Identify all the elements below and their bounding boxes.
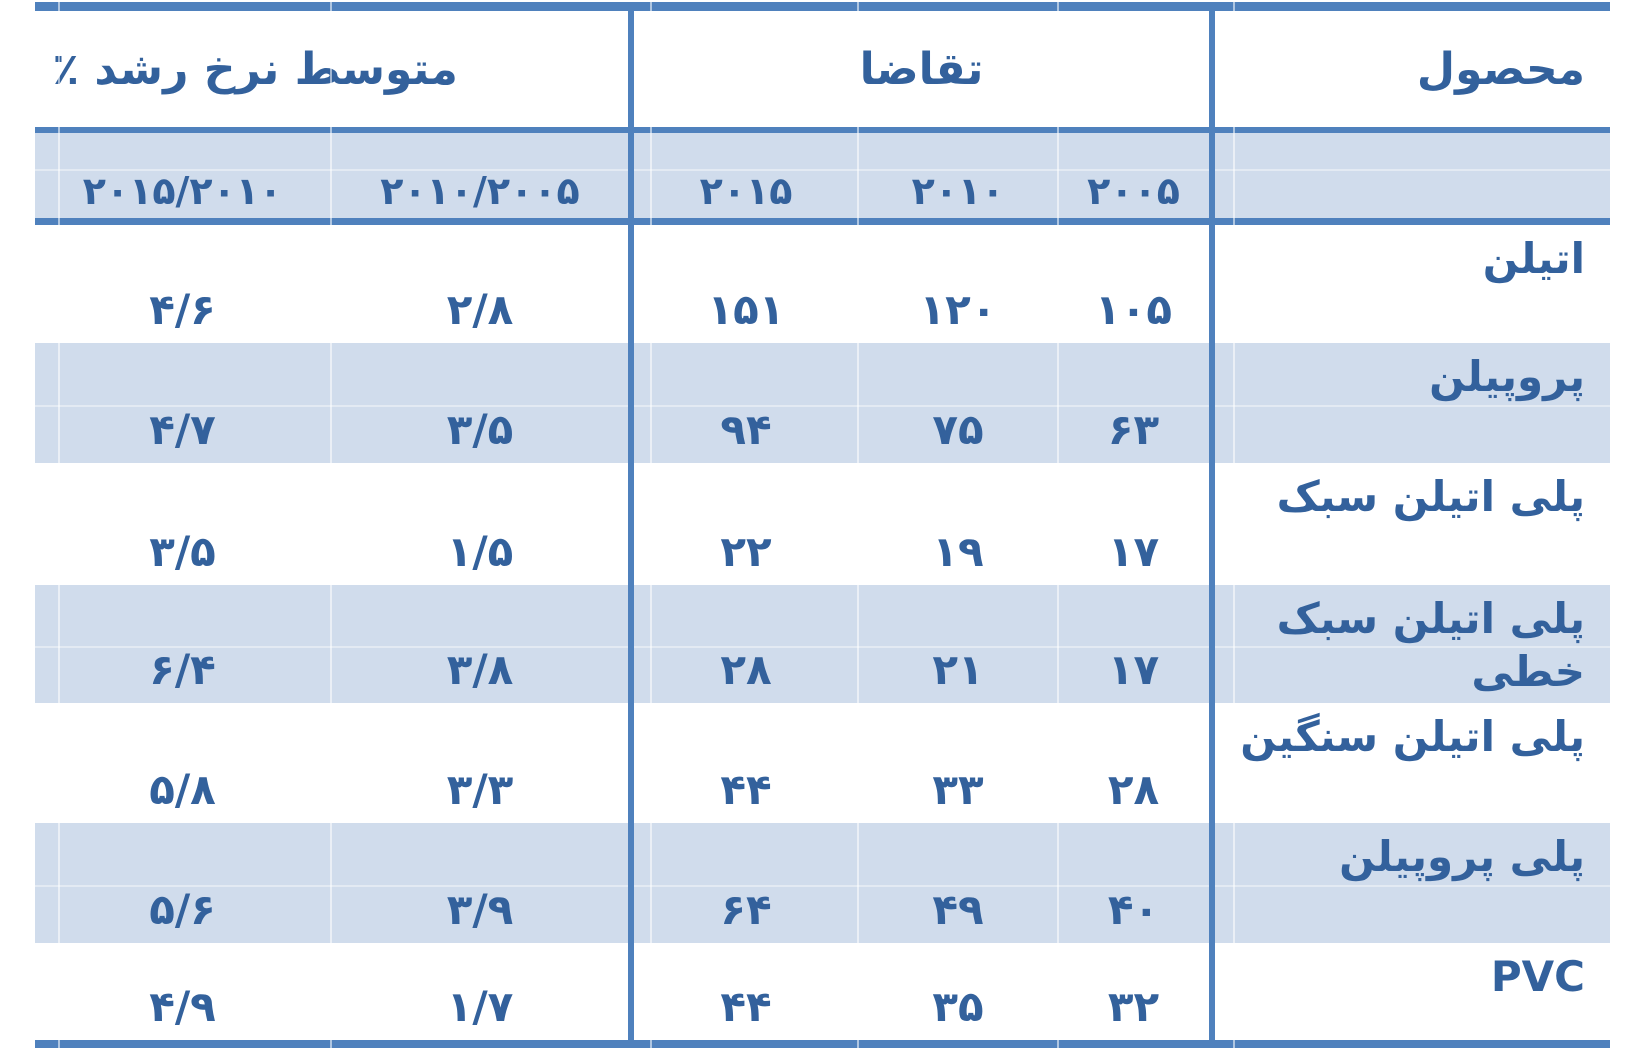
- table-bottom-rule: [35, 1040, 1610, 1048]
- cell-demand-2015: ۴۴: [720, 982, 772, 1031]
- cell-growth-2015-2010: ۴/۹: [149, 982, 216, 1031]
- cell-growth-2010-2005: ۳/۹: [446, 885, 514, 934]
- table-row-hdpe: پلی اتیلن سنگین ۲۸ ۳۳ ۴۴ ۳/۳ ۵/۸: [35, 703, 1610, 823]
- table-row-lldpe: پلی اتیلن سبک خطی ۱۷ ۲۱ ۲۸ ۳/۸ ۶/۴: [35, 585, 1610, 703]
- cell-product: پلی اتیلن سبک خطی: [1276, 594, 1585, 696]
- header-growth-rate: متوسط نرخ رشد ٪: [52, 43, 458, 95]
- cell-growth-2010-2005: ۳/۳: [446, 765, 514, 814]
- cell-demand-2005: ۳۲: [1107, 982, 1160, 1031]
- cell-demand-2015: ۶۴: [720, 885, 772, 934]
- cell-growth-2015-2010: ۶/۴: [149, 645, 216, 694]
- table-row-propylene: پروپیلن ۶۳ ۷۵ ۹۴ ۳/۵ ۴/۷: [35, 343, 1610, 463]
- cell-product: پلی اتیلن سنگین: [1240, 712, 1585, 761]
- cell-growth-2010-2005: ۲/۸: [446, 285, 514, 334]
- header-year-2015: ۲۰۱۵: [699, 169, 793, 213]
- cell-demand-2015: ۱۵۱: [707, 285, 785, 334]
- table-row-ldpe: پلی اتیلن سبک ۱۷ ۱۹ ۲۲ ۱/۵ ۳/۵: [35, 463, 1610, 585]
- cell-demand-2005: ۴۰: [1107, 885, 1160, 934]
- year-band-bottom-rule: [35, 218, 1610, 225]
- table-header-row: محصول تقاضا متوسط نرخ رشد ٪: [35, 11, 1610, 127]
- cell-demand-2005: ۱۷: [1107, 645, 1160, 694]
- header-year-2005: ۲۰۰۵: [1087, 169, 1180, 213]
- cell-product: پلی اتیلن سبک: [1276, 472, 1585, 521]
- cell-demand-2015: ۹۴: [720, 405, 772, 454]
- header-bottom-rule: [35, 127, 1610, 133]
- header-demand: تقاضا: [859, 43, 984, 95]
- cell-growth-2015-2010: ۵/۸: [149, 765, 216, 814]
- cell-demand-2005: ۲۸: [1107, 765, 1160, 814]
- header-year-2010: ۲۰۱۰: [911, 169, 1005, 213]
- cell-demand-2005: ۱۰۵: [1095, 285, 1172, 334]
- cell-separator: [330, 2, 332, 1048]
- cell-demand-2015: ۴۴: [720, 765, 772, 814]
- cell-demand-2005: ۱۷: [1107, 527, 1160, 576]
- cell-growth-2010-2005: ۳/۵: [446, 405, 514, 454]
- table-top-rule: [35, 2, 1610, 11]
- cell-product: اتیلن: [1482, 234, 1585, 283]
- cell-separator: [58, 2, 60, 1048]
- cell-demand-2010: ۲۱: [932, 645, 984, 694]
- cell-product: PVC: [1490, 952, 1585, 1001]
- cell-demand-2005: ۶۳: [1107, 405, 1160, 454]
- column-group-divider: [1209, 2, 1215, 1048]
- cell-product: پلی پروپیلن: [1339, 832, 1585, 881]
- cell-product: پروپیلن: [1429, 352, 1585, 401]
- table-row-ethylene: اتیلن ۱۰۵ ۱۲۰ ۱۵۱ ۲/۸ ۴/۶: [35, 225, 1610, 343]
- table-row-pvc: PVC ۳۲ ۳۵ ۴۴ ۱/۷ ۴/۹: [35, 943, 1610, 1040]
- table-row-polypropylene: پلی پروپیلن ۴۰ ۴۹ ۶۴ ۳/۹ ۵/۶: [35, 823, 1610, 943]
- cell-separator: [1057, 2, 1059, 1048]
- cell-demand-2010: ۳۵: [932, 982, 984, 1031]
- cell-growth-2015-2010: ۴/۷: [149, 405, 216, 454]
- cell-growth-2010-2005: ۱/۷: [446, 982, 514, 1031]
- cell-growth-2015-2010: ۴/۶: [149, 285, 216, 334]
- cell-growth-2010-2005: ۱/۵: [446, 527, 514, 576]
- cell-demand-2010: ۴۹: [932, 885, 984, 934]
- cell-demand-2010: ۷۵: [932, 405, 984, 454]
- header-product: محصول: [1416, 43, 1585, 95]
- cell-demand-2015: ۲۸: [720, 645, 772, 694]
- year-header-row: ۲۰۰۵ ۲۰۱۰ ۲۰۱۵ ۲۰۱۰/۲۰۰۵ ۲۰۱۵/۲۰۱۰: [35, 133, 1610, 218]
- cell-growth-2015-2010: ۳/۵: [149, 527, 216, 576]
- cell-growth-2015-2010: ۵/۶: [149, 885, 216, 934]
- cell-demand-2010: ۱۹: [932, 527, 984, 576]
- column-group-divider: [628, 2, 634, 1048]
- cell-separator: [1233, 2, 1235, 1048]
- cell-demand-2015: ۲۲: [720, 527, 772, 576]
- cell-separator: [650, 2, 652, 1048]
- cell-growth-2010-2005: ۳/۸: [446, 645, 514, 694]
- cell-demand-2010: ۳۳: [932, 765, 984, 814]
- header-growth-2010-2005: ۲۰۱۰/۲۰۰۵: [380, 169, 580, 213]
- header-growth-2015-2010: ۲۰۱۵/۲۰۱۰: [82, 169, 283, 213]
- cell-demand-2010: ۱۲۰: [919, 285, 997, 334]
- data-table: محصول تقاضا متوسط نرخ رشد ٪ ۲۰۰۵ ۲۰۱۰ ۲۰…: [35, 0, 1610, 1056]
- cell-separator: [857, 2, 859, 1048]
